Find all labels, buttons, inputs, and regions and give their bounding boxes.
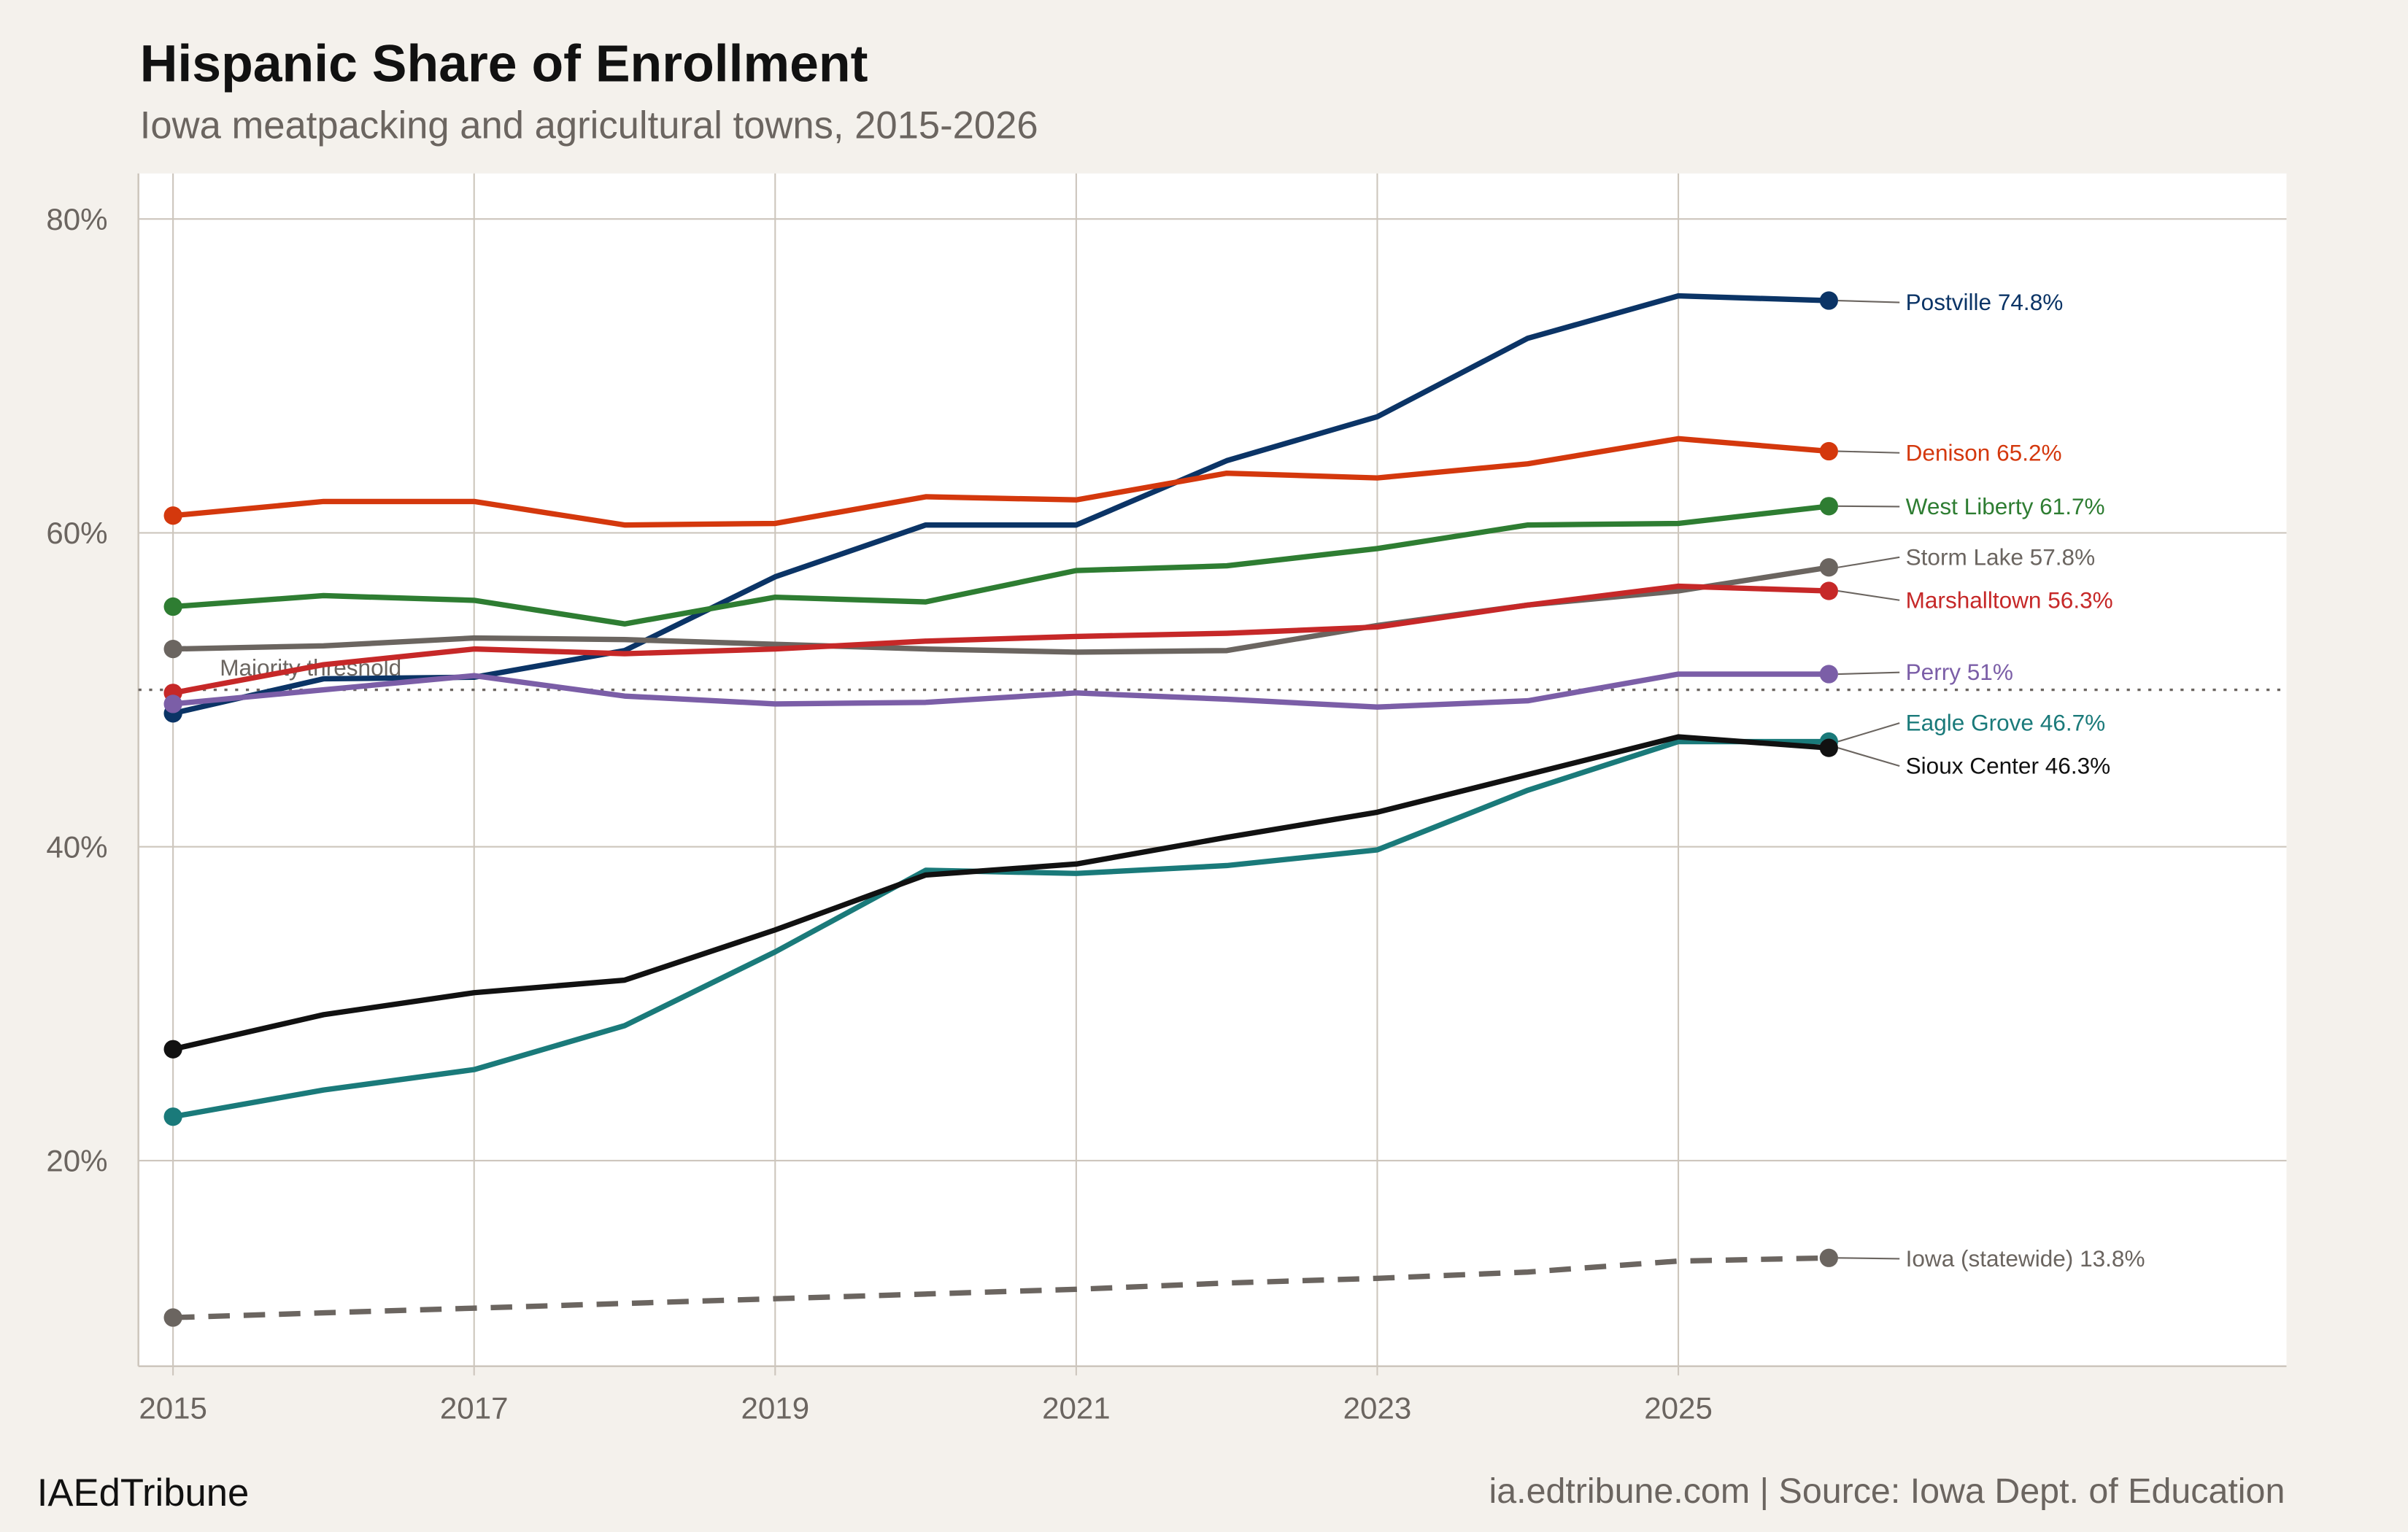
chart-subtitle: Iowa meatpacking and agricultural towns,… [140, 104, 1038, 147]
end-point-denison [1819, 441, 1838, 461]
end-point-perry [1819, 665, 1838, 684]
source-note: ia.edtribune.com | Source: Iowa Dept. of… [1489, 1471, 2285, 1511]
series-line-iowa-statewide [173, 1255, 1829, 1320]
label-leader-line [1837, 450, 1900, 454]
series-line-west-liberty [172, 503, 1829, 627]
end-point-marshalltown [1819, 581, 1838, 600]
x-tick-label: 2021 [1042, 1390, 1111, 1425]
series-line-perry [172, 671, 1829, 710]
label-leader-line [1837, 747, 1900, 767]
start-point-storm-lake [163, 639, 182, 659]
series-label-sioux-center: Sioux Center 46.3% [1906, 753, 2111, 779]
x-tick-label: 2023 [1343, 1390, 1412, 1425]
x-tick-label: 2019 [741, 1390, 809, 1425]
plot-panel [138, 173, 2287, 1366]
start-point-perry [163, 695, 182, 713]
series-label-iowa-statewide: Iowa (statewide) 13.8% [1906, 1245, 2145, 1272]
end-point-sioux-center [1819, 738, 1838, 757]
series-label-west-liberty: West Liberty 61.7% [1906, 493, 2105, 519]
x-tick-label: 2017 [440, 1390, 509, 1425]
label-leader-line [1837, 505, 1900, 508]
chart-title: Hispanic Share of Enrollment [140, 35, 868, 93]
y-tick-label: 80% [46, 202, 107, 236]
label-leader-line [1837, 671, 1900, 676]
series-label-eagle-grove: Eagle Grove 46.7% [1906, 710, 2106, 736]
x-tick-label: 2015 [139, 1390, 207, 1425]
series-labels: Postville 74.8% Denison 65.2% West Liberty… [1837, 289, 2145, 1272]
y-tick-label: 40% [46, 829, 107, 864]
start-point-eagle-grove [163, 1107, 182, 1126]
end-point-iowa-statewide [1819, 1248, 1838, 1267]
start-point-denison [163, 506, 182, 525]
series-label-marshalltown: Marshalltown 56.3% [1906, 587, 2113, 613]
brand-logo-text: IAEdTribune [37, 1471, 249, 1514]
start-point-west-liberty [163, 597, 182, 616]
end-point-west-liberty [1819, 497, 1838, 516]
label-leader-line [1837, 556, 1900, 568]
series-label-postville: Postville 74.8% [1906, 289, 2064, 315]
end-point-postville [1819, 291, 1838, 310]
y-tick-label: 20% [46, 1144, 107, 1178]
series-group [163, 291, 1838, 1327]
label-leader-line [1837, 589, 1900, 601]
series-line-marshalltown [172, 583, 1829, 696]
gridlines [138, 173, 2287, 1366]
series-label-perry: Perry 51% [1906, 659, 2013, 685]
series-label-denison: Denison 65.2% [1906, 439, 2062, 465]
start-point-sioux-center [163, 1040, 182, 1059]
label-leader-line [1837, 722, 1900, 743]
series-line-sioux-center [172, 734, 1829, 1052]
start-point-iowa-statewide [163, 1308, 182, 1327]
label-leader-line [1837, 299, 1900, 303]
axes: 2015 2017 2019 2021 2023 2025 20% 40% 60% 80% [46, 173, 2287, 1425]
x-tick-label: 2025 [1644, 1390, 1713, 1425]
end-point-storm-lake [1819, 558, 1838, 577]
series-label-storm-lake: Storm Lake 57.8% [1906, 543, 2096, 570]
series-line-denison [172, 436, 1829, 528]
y-tick-label: 60% [46, 516, 107, 550]
